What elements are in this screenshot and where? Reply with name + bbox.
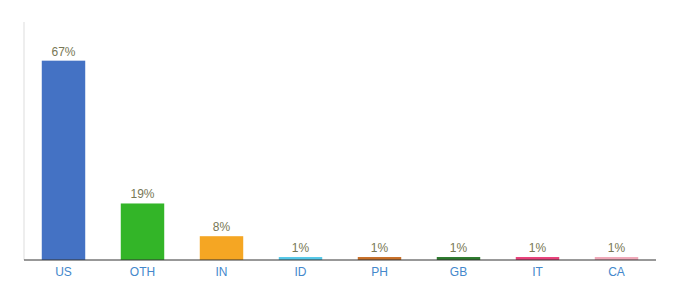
data-label: 67% (51, 45, 75, 59)
data-label: 1% (608, 241, 626, 255)
bar (121, 203, 164, 260)
data-label: 1% (292, 241, 310, 255)
x-tick-label: OTH (130, 265, 155, 279)
data-label: 1% (529, 241, 547, 255)
x-tick-label: IN (216, 265, 228, 279)
data-label: 1% (371, 241, 389, 255)
x-tick-label: IT (532, 265, 543, 279)
bars (42, 61, 638, 260)
x-tick-label: ID (295, 265, 307, 279)
x-axis (24, 260, 656, 261)
chart-container: US OTH IN ID PH GB IT CA 67% 19% 8% 1% 1% 1% 1% 1% (0, 0, 680, 300)
data-label: 1% (450, 241, 468, 255)
x-tick-label: US (55, 265, 72, 279)
range-line (24, 22, 25, 260)
data-label: 19% (130, 187, 154, 201)
bar (200, 236, 243, 260)
x-tick-label: CA (608, 265, 625, 279)
bar (42, 61, 85, 260)
data-label: 8% (213, 220, 231, 234)
x-tick-label: GB (450, 265, 467, 279)
chart: US OTH IN ID PH GB IT CA 67% 19% 8% 1% 1% 1% 1% 1% (0, 0, 680, 300)
x-tick-label: PH (371, 265, 388, 279)
